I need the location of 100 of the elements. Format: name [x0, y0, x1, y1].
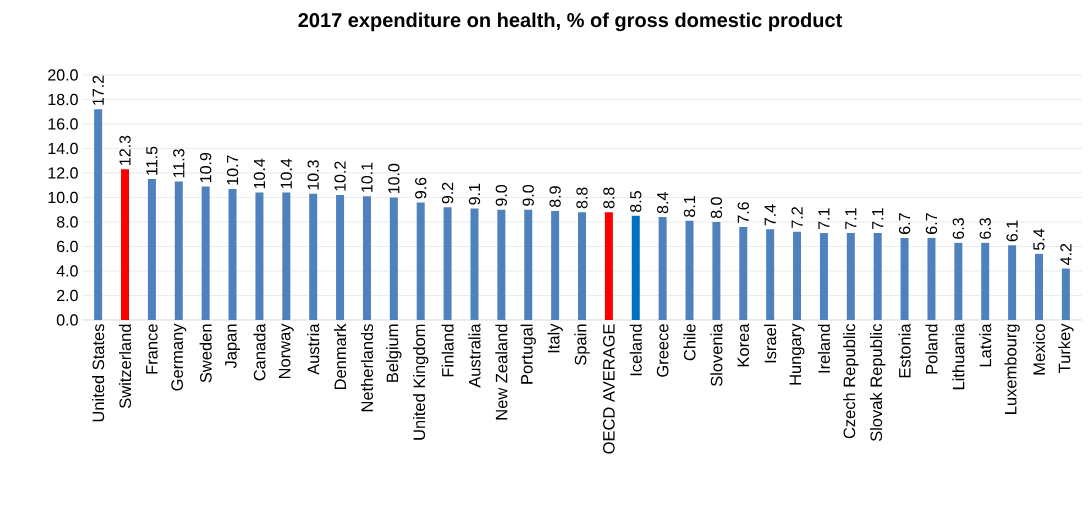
x-tick-label: Japan [225, 324, 240, 369]
y-tick-label: 2.0 [57, 289, 78, 302]
x-tick-label: United Kingdom [413, 324, 429, 440]
data-label: 6.1 [1006, 220, 1018, 242]
data-label: 11.5 [146, 146, 158, 175]
y-tick-label: 10.0 [48, 191, 78, 204]
bar [497, 209, 506, 320]
bar [362, 196, 371, 320]
data-label: 10.4 [253, 158, 266, 189]
x-tick-label: Finland [441, 324, 454, 377]
x-tick-label: Netherlands [360, 324, 374, 412]
bar [524, 209, 533, 320]
bar [551, 210, 560, 320]
bar [793, 231, 802, 320]
bar [685, 220, 694, 320]
x-tick-label: Hungary [789, 323, 805, 385]
x-tick-label: Iceland [629, 324, 642, 376]
data-label: 7.6 [737, 202, 749, 223]
y-tick-label: 20.0 [48, 69, 78, 81]
x-tick-label: OECD AVERAGE [603, 324, 615, 454]
data-label: 5.4 [1033, 228, 1045, 250]
data-label: 9.1 [468, 183, 481, 205]
data-label: 7.1 [845, 208, 857, 229]
bar [389, 197, 398, 320]
x-tick-label: Canada [253, 323, 266, 381]
bar [1034, 253, 1043, 320]
x-tick-label: Portugal [520, 324, 536, 384]
data-label: 8.8 [603, 187, 615, 209]
bar [712, 221, 721, 320]
data-label: 6.7 [898, 213, 911, 234]
data-label: 8.9 [549, 186, 561, 208]
bar [174, 181, 183, 320]
data-label: 9.0 [495, 184, 508, 206]
x-tick-label: Germany [171, 323, 187, 391]
bar [954, 242, 963, 320]
x-tick-label: Slovenia [710, 323, 723, 387]
bar [470, 208, 479, 320]
bar [819, 233, 828, 320]
x-tick-label: Czech Republic [843, 324, 859, 439]
x-tick-label: Denmark [334, 323, 347, 390]
bar [900, 237, 909, 320]
bar [604, 212, 613, 320]
x-tick-label: Poland [925, 324, 938, 374]
chart-title: 2017 expenditure on health, % of gross domestic product [298, 12, 843, 32]
x-tick-label: Lithuania [952, 323, 965, 390]
bar [443, 207, 452, 320]
y-tick-label: 12.0 [48, 167, 78, 179]
x-tick-label: Luxembourg [1004, 324, 1020, 414]
bar [578, 212, 586, 320]
data-label: 8.4 [656, 192, 669, 214]
bar [631, 215, 640, 320]
x-tick-label: Greece [656, 324, 669, 377]
data-label: 8.8 [576, 187, 588, 209]
data-label: 7.1 [872, 208, 884, 229]
bar [228, 188, 237, 320]
y-tick-label: 14.0 [48, 142, 78, 155]
bar [873, 233, 882, 320]
x-tick-label: New Zealand [495, 324, 508, 420]
data-label: 10.3 [307, 160, 319, 190]
y-tick-label: 4.0 [56, 265, 78, 277]
x-tick-label: Switzerland [118, 324, 132, 409]
data-label: 10.2 [334, 161, 346, 191]
bar [416, 202, 425, 320]
data-label: 4.2 [1060, 243, 1072, 265]
data-label: 12.3 [119, 135, 131, 165]
data-label: 9.2 [441, 182, 454, 204]
x-tick-label: Korea [737, 323, 750, 367]
x-tick-label: United States [92, 324, 105, 422]
data-label: 6.3 [952, 218, 964, 239]
x-tick-label: Italy [547, 323, 563, 353]
bar [94, 109, 103, 320]
bar [1008, 245, 1017, 320]
data-label: 7.4 [764, 204, 776, 226]
y-tick-label: 16.0 [48, 118, 78, 130]
data-label: 6.3 [979, 218, 991, 239]
data-label: 8.0 [710, 197, 723, 219]
x-tick-label: Austria [307, 323, 320, 375]
x-tick-label: Turkey [1058, 323, 1074, 373]
data-label: 11.3 [173, 149, 185, 178]
data-label: 8.5 [630, 191, 642, 212]
bar [981, 242, 990, 320]
bar [739, 226, 748, 320]
x-tick-label: Sweden [199, 324, 212, 383]
data-label: 17.2 [92, 75, 104, 105]
bar [927, 237, 936, 320]
x-tick-label: Norway [278, 323, 294, 379]
data-label: 10.9 [200, 152, 212, 183]
x-tick-label: Australia [468, 323, 481, 388]
x-tick-label: Israel [764, 324, 777, 363]
x-tick-label: Slovak Republic [870, 324, 886, 442]
x-tick-label: France [146, 324, 158, 374]
data-label: 10.4 [280, 158, 292, 189]
y-tick-label: 0.0 [56, 314, 78, 326]
x-tick-label: Spain [574, 324, 590, 365]
data-label: 10.1 [361, 162, 373, 192]
bar [201, 186, 210, 320]
y-tick-label: 18.0 [48, 93, 78, 106]
bar [846, 233, 855, 320]
bar [282, 192, 291, 320]
data-label: 10.0 [388, 163, 400, 194]
